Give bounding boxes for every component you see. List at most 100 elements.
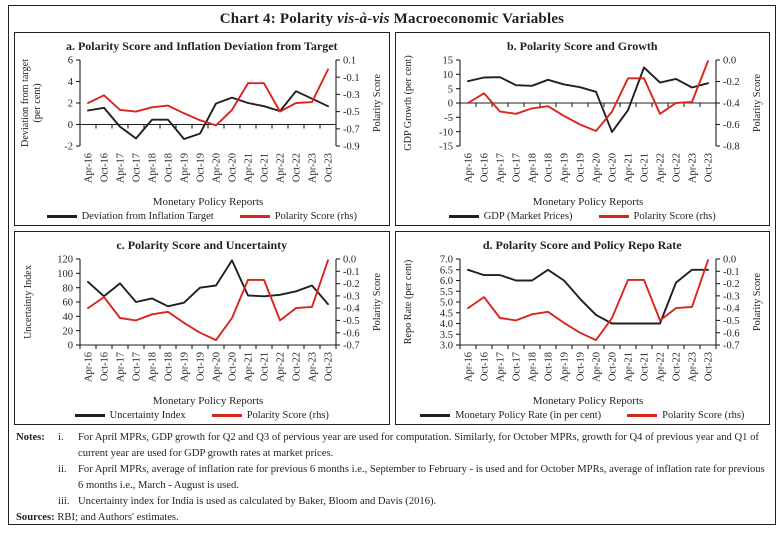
svg-text:Oct-19: Oct-19 [576,352,587,381]
svg-text:Apr-16: Apr-16 [464,153,475,183]
left-axis-label: GDP Growth (per cent) [403,55,414,151]
panel-b: b. Polarity Score and Growth 15 10 5 0 -5 -10… [394,32,770,226]
svg-text:-0.7: -0.7 [723,341,740,352]
sources-row: Sources: RBI; and Authors' estimates. [16,510,768,526]
svg-text:Oct-16: Oct-16 [480,352,491,381]
left-axis-label: Uncertainty Index [23,265,34,339]
legend-label: Polarity Score (rhs) [662,410,745,421]
x-tick-labels: Apr-16 Oct-16 Apr-17 Oct-17 Apr-18 Oct-18 Apr-… [464,352,715,382]
x-axis-title: Monetary Policy Reports [152,196,263,208]
svg-text:-10: -10 [439,127,453,138]
figure-title: Chart 4: Polarity vis-à-vis Macroeconomi… [12,8,772,32]
svg-text:Oct-18: Oct-18 [544,153,555,182]
svg-text:-0.9: -0.9 [343,142,360,153]
svg-text:-0.7: -0.7 [343,341,360,352]
legend-item: Polarity Score (rhs) [211,410,329,421]
panel-d-legend: Monetary Policy Rate (in per cent) Polar… [396,407,770,424]
note-row-3: iii. Uncertainty index for India is used… [16,494,768,510]
svg-text:120: 120 [57,255,73,266]
red-line-swatch [239,215,270,218]
svg-text:0: 0 [68,341,73,352]
svg-text:Oct-18: Oct-18 [163,352,174,381]
notes-heading: Notes: [16,432,45,443]
panel-c-title: c. Polarity Score and Uncertainty [116,238,288,252]
svg-text:Oct-22: Oct-22 [672,153,683,182]
svg-text:Apr-16: Apr-16 [464,352,475,382]
svg-text:Apr-20: Apr-20 [211,352,222,382]
figure-title-prefix: Chart 4: Polarity [219,11,338,27]
svg-text:6.5: 6.5 [440,265,453,276]
svg-text:-0.4: -0.4 [343,304,360,315]
x-axis-title: Monetary Policy Reports [152,395,263,407]
svg-text:-0.6: -0.6 [723,120,740,131]
svg-text:Deviation from target: Deviation from target [20,59,31,147]
right-axis-label: Polarity Score [372,273,383,331]
svg-text:Oct-18: Oct-18 [163,153,174,182]
panel-b-title: b. Polarity Score and Growth [506,39,658,53]
svg-text:Uncertainty Index: Uncertainty Index [23,265,34,339]
svg-text:Oct-17: Oct-17 [131,352,142,381]
figure-title-suffix: Macroeconomic Variables [389,11,565,27]
svg-text:0: 0 [68,120,73,131]
legend-label: GDP (Market Prices) [483,211,573,222]
legend-label: Polarity Score (rhs) [633,211,716,222]
svg-text:3.5: 3.5 [440,330,453,341]
svg-text:Apr-19: Apr-19 [560,352,571,382]
svg-text:Apr-16: Apr-16 [83,153,94,183]
black-line-swatch [46,215,77,218]
svg-text:-5: -5 [445,113,454,124]
svg-text:Oct-23: Oct-23 [704,153,715,182]
x-tick-labels: Apr-16 Oct-16 Apr-17 Oct-17 Apr-18 Oct-18 Apr-… [83,153,334,183]
svg-text:40: 40 [62,312,73,323]
legend-label: Polarity Score (rhs) [274,211,357,222]
svg-text:4.0: 4.0 [440,319,453,330]
svg-text:Oct-21: Oct-21 [640,352,651,381]
note-row-2: ii. For April MPRs, average of inflation… [16,462,768,494]
svg-text:Monetary Policy Reports: Monetary Policy Reports [533,196,644,208]
legend-label: Monetary Policy Rate (in per cent) [455,410,602,421]
svg-text:-0.6: -0.6 [723,328,740,339]
notes-section: Notes: i. For April MPRs, GDP growth for… [12,425,772,526]
svg-text:Apr-21: Apr-21 [243,153,254,183]
red-line-swatch [627,414,658,417]
svg-text:Oct-20: Oct-20 [227,352,238,381]
svg-text:Oct-20: Oct-20 [608,153,619,182]
deviation-from-inflation-target-line [86,90,329,140]
svg-text:Oct-16: Oct-16 [99,153,110,182]
svg-text:Oct-22: Oct-22 [291,352,302,381]
svg-text:-0.4: -0.4 [723,99,740,110]
panel-c-plot: 1201008060402000.0-0.1-0.2-0.3-0.4-0.5-0… [23,255,383,407]
svg-text:Oct-16: Oct-16 [99,352,110,381]
axes: 1201008060402000.0-0.1-0.2-0.3-0.4-0.5-0… [57,255,360,352]
svg-text:(per cent): (per cent) [32,83,43,122]
svg-text:Apr-19: Apr-19 [179,153,190,183]
black-line-swatch [74,414,105,417]
svg-text:Oct-20: Oct-20 [227,153,238,182]
svg-text:Polarity Score: Polarity Score [372,273,383,331]
panel-b-plot: 15 10 5 0 -5 -10 -15 0.0 -0.2 -0.4 -0.6 -0.8 Apr-16 O… [403,55,763,208]
svg-text:Oct-23: Oct-23 [323,352,334,381]
svg-text:Apr-22: Apr-22 [275,153,286,183]
svg-text:60: 60 [62,298,73,309]
svg-text:Oct-20: Oct-20 [608,352,619,381]
legend-label: Uncertainty Index [109,410,186,421]
svg-text:-0.2: -0.2 [343,279,360,290]
svg-text:15: 15 [443,56,454,67]
axes: 6 4 2 0 -2 0.1 -0.1 -0.3 -0.5 -0.7 -0.9 [64,56,359,153]
svg-text:6: 6 [68,56,73,67]
svg-text:GDP Growth (per cent): GDP Growth (per cent) [403,55,414,151]
svg-text:Oct-17: Oct-17 [512,352,523,381]
svg-text:Apr-22: Apr-22 [656,153,667,183]
axes: 15 10 5 0 -5 -10 -15 0.0 -0.2 -0.4 -0.6 -0.8 [439,56,740,153]
note-text: For April MPRs, GDP growth for Q2 and Q3… [78,432,759,459]
svg-text:Apr-18: Apr-18 [528,352,539,382]
svg-text:Oct-22: Oct-22 [291,153,302,182]
svg-text:Apr-16: Apr-16 [83,352,94,382]
svg-text:-0.1: -0.1 [343,73,360,84]
legend-item: Monetary Policy Rate (in per cent) [420,410,601,421]
left-axis-label: Repo Rate (per cent) [403,260,414,345]
svg-text:0: 0 [448,99,453,110]
svg-text:Apr-19: Apr-19 [560,153,571,183]
svg-text:5.5: 5.5 [440,287,453,298]
svg-text:Monetary Policy Reports: Monetary Policy Reports [152,196,263,208]
